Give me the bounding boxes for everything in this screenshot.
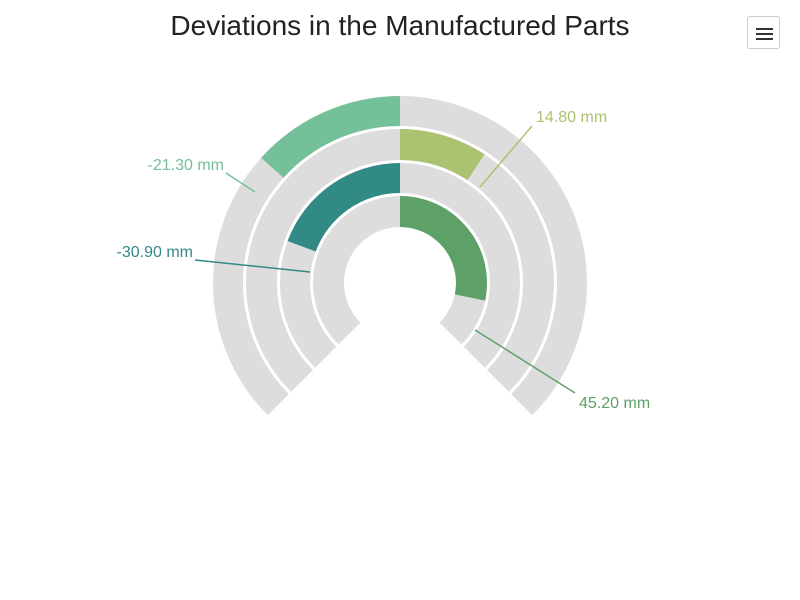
track-ring-4 [213, 96, 587, 416]
hamburger-menu-icon [756, 28, 773, 30]
label-connector-3 [479, 125, 533, 188]
data-label-3: 14.80 mm [536, 109, 607, 126]
chart-title: Deviations in the Manufactured Parts [170, 10, 630, 41]
data-label-2: -30.90 mm [117, 244, 193, 261]
label-connector-2 [194, 259, 311, 273]
label-connector-1 [474, 329, 576, 394]
label-connector-4 [225, 172, 256, 193]
bar-1[interactable] [400, 196, 487, 301]
chart-menu-button[interactable] [747, 16, 780, 49]
track-ring-3 [245, 128, 554, 392]
data-label-1: 45.20 mm [579, 395, 650, 412]
data-label-4: -21.30 mm [148, 157, 224, 174]
bar-2[interactable] [287, 162, 400, 252]
bar-3[interactable] [400, 129, 485, 181]
bar-4[interactable] [261, 96, 400, 178]
